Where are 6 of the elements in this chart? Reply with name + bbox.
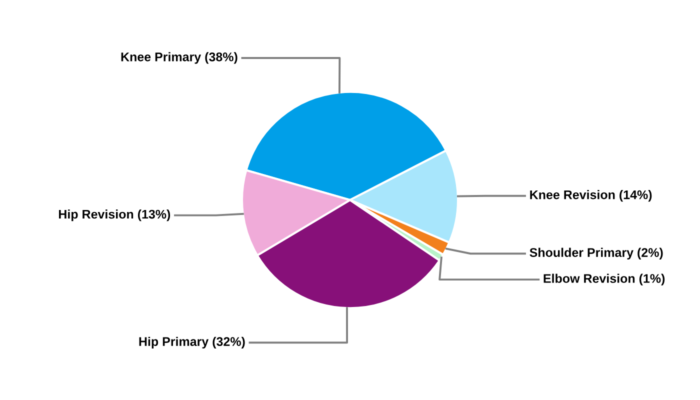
slice-label: Shoulder Primary (2%) <box>530 248 663 260</box>
slice-label: Knee Revision (14%) <box>530 190 652 202</box>
slice-label: Elbow Revision (1%) <box>544 274 665 286</box>
slice-label: Hip Revision (13%) <box>58 209 170 222</box>
slice-label: Knee Primary (38%) <box>121 52 238 64</box>
slice-label: Hip Primary (32%) <box>139 336 245 348</box>
